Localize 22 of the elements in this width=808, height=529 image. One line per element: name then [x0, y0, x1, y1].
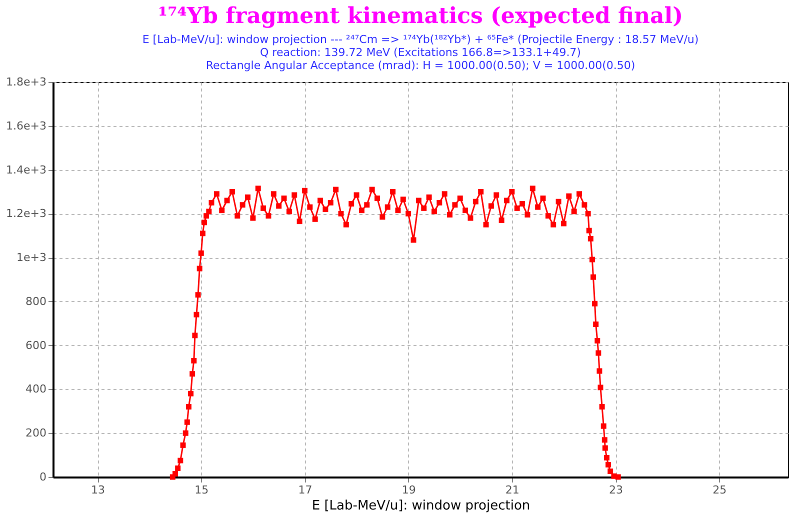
y-tick-label: 400 — [26, 382, 46, 396]
text: Rectangle Angular Acceptance (mrad): H = 1000.00(0.50); V = 1000.00(0.50) — [206, 59, 636, 72]
y-tick-label: 1.6e+3 — [6, 119, 46, 132]
chart-title: ¹⁷⁴Yb fragment kinematics (expected final) — [158, 3, 684, 29]
text: Q reaction: 139.72 MeV (Excitations 166.8=>133.1+49.7) — [260, 46, 581, 59]
x-tick-label: 21 — [505, 484, 520, 496]
x-tick-label: 13 — [91, 484, 106, 496]
x-axis-title: E [Lab-MeV/u]: window projection — [312, 498, 530, 514]
y-tick-label: 600 — [26, 338, 46, 352]
text: E [Lab-MeV/u]: window projection --- ²⁴⁷Cm => ¹⁷⁴Yb(¹⁸²Yb*) + ⁶⁵Fe* (Projectile Energy : 18.57 MeV/u) — [142, 33, 699, 46]
y-tick-label: 1e+3 — [16, 251, 46, 264]
x-tick-label: 25 — [712, 484, 727, 496]
x-tick-label: 17 — [298, 484, 312, 496]
y-tick-label: 1.2e+3 — [6, 207, 46, 220]
x-tick-label: 15 — [194, 484, 209, 496]
y-tick-label: 800 — [26, 294, 46, 308]
y-tick-label: 1.8e+3 — [6, 76, 46, 88]
y-tick-label: 200 — [26, 426, 46, 440]
y-tick-label: 0 — [40, 470, 46, 484]
y-tick-label: 1.4e+3 — [6, 163, 46, 176]
x-tick-label: 19 — [402, 484, 416, 496]
x-tick-label: 23 — [609, 484, 624, 496]
